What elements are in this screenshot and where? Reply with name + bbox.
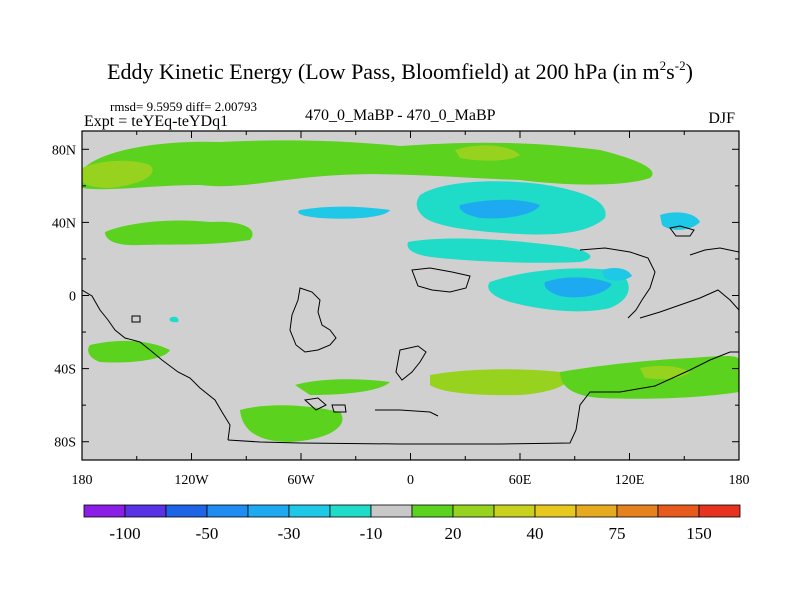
colorbar-swatch (165, 504, 208, 518)
antarctic-positive (240, 405, 343, 442)
colorbar-swatch (247, 504, 290, 518)
colorbar-swatch (657, 504, 700, 518)
coastline-1 (82, 289, 231, 441)
coastline-6 (639, 289, 739, 319)
coastline-12 (375, 409, 439, 417)
north-pacific-positive (82, 160, 153, 188)
coastline-7 (689, 247, 739, 256)
colorbar-label: -100 (109, 524, 140, 543)
x-tick-label: 180 (72, 473, 93, 488)
x-tick-label: 120W (174, 473, 209, 488)
colorbar-label: -50 (196, 524, 219, 543)
colorbar-swatch (206, 504, 249, 518)
colorbar-label: -30 (278, 524, 301, 543)
colorbar-swatch (534, 504, 577, 518)
maritime-negative (602, 268, 632, 281)
y-tick-label: 80S (54, 436, 76, 451)
x-tick-label: 180 (729, 473, 750, 488)
colorbar-swatch (411, 504, 454, 518)
colorbar-swatch (370, 504, 413, 518)
coastline-11 (331, 404, 347, 413)
coastline-10 (303, 397, 327, 411)
comparison-label: 470_0_MaBP - 470_0_MaBP (305, 107, 496, 124)
colorbar-swatch (493, 504, 536, 518)
arctic-positive-core (455, 145, 520, 161)
season-label: DJF (708, 110, 735, 127)
coastline-5 (579, 247, 656, 319)
colorbar-swatch (698, 504, 741, 518)
x-tick-label: 60E (509, 473, 532, 488)
small-negative-spot (169, 316, 179, 323)
colorbar-swatch (616, 504, 659, 518)
coastline-3 (395, 345, 427, 381)
x-tick-label: 60W (287, 473, 315, 488)
mid-atlantic-negative (298, 206, 390, 219)
coastline-2 (289, 287, 337, 353)
south-indian-positive (430, 369, 568, 396)
colorbar-label: 20 (445, 524, 462, 543)
x-tick-label: 120E (615, 473, 645, 488)
coastline-8 (669, 225, 695, 237)
atlantic-positive-band (105, 220, 253, 246)
colorbar-swatch (575, 504, 618, 518)
colorbar-label: -10 (360, 524, 383, 543)
colorbar-label: 40 (527, 524, 544, 543)
coastline-13 (131, 315, 141, 323)
map-background (82, 131, 739, 460)
colorbar-swatch (124, 504, 167, 518)
experiment-label: Expt = teYEq-teYDq1 (84, 113, 229, 130)
y-tick-label: 40S (54, 363, 76, 378)
south-atlantic-positive (295, 379, 390, 395)
eurasia-negative-core (459, 199, 540, 219)
axes-layer: 180 120W 60W 0 60E 120E 180 80N 40N 0 40S 80S (52, 130, 750, 488)
south-pacific-positive (88, 340, 170, 363)
colorbar: -100 -50 -30 -10 20 40 75 150 (83, 504, 741, 543)
x-tick-label: 0 (407, 473, 414, 488)
middle-east-negative (407, 238, 591, 263)
y-tick-label: 0 (69, 290, 76, 305)
colorbar-swatch (329, 504, 372, 518)
colorbar-swatch (452, 504, 495, 518)
colorbar-label: 75 (609, 524, 626, 543)
y-tick-label: 80N (52, 143, 76, 158)
indian-ocean-negative-core (544, 277, 612, 298)
map-field-layer (82, 131, 739, 460)
coastline-9 (227, 351, 739, 445)
stats-label: rmsd= 9.5959 diff= 2.00793 (110, 99, 257, 114)
colorbar-swatch (83, 504, 126, 518)
west-pacific-negative (660, 212, 700, 230)
chart-title: Eddy Kinetic Energy (Low Pass, Bloomfiel… (107, 58, 693, 84)
colorbar-swatch (288, 504, 331, 518)
colorbar-label: 150 (686, 524, 712, 543)
y-tick-label: 40N (52, 216, 76, 231)
coastline-4 (411, 267, 471, 293)
